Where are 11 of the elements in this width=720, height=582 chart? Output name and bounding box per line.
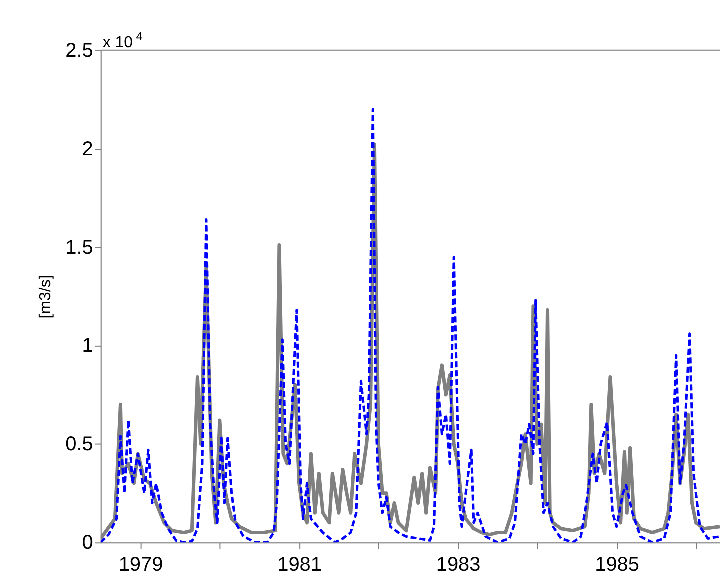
y-tick-label: 0.5 bbox=[66, 434, 94, 456]
y-tick-label: 2 bbox=[82, 138, 94, 160]
x-tick-label: 1981 bbox=[278, 554, 322, 576]
x-tick-label: 1985 bbox=[595, 554, 640, 576]
x-tick-label: 1983 bbox=[436, 554, 481, 576]
y-tick-label: 1.5 bbox=[66, 236, 94, 259]
y-tick-label: 1 bbox=[82, 335, 94, 358]
x-tick-label: 1979 bbox=[118, 554, 164, 576]
y-axis-title: [m3/s] bbox=[38, 275, 55, 319]
y-tick-label: 2.5 bbox=[66, 40, 94, 62]
y-tick-label: 0 bbox=[82, 532, 94, 554]
